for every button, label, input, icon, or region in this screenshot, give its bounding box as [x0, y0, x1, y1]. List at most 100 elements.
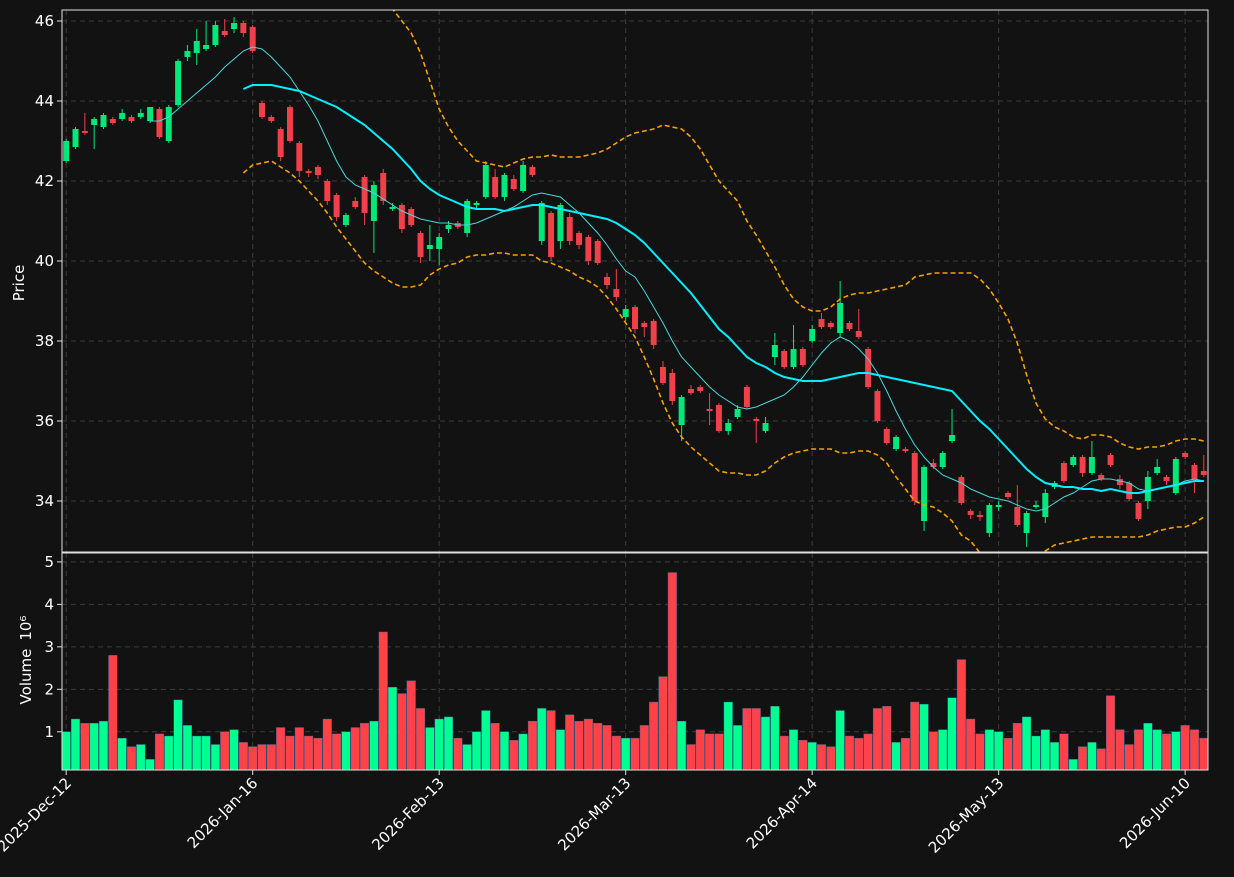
candle-body: [1005, 493, 1011, 497]
candle-body: [1070, 457, 1077, 465]
volume-bar: [490, 723, 500, 771]
candle-body: [445, 225, 452, 229]
candle-body: [566, 217, 573, 241]
volume-bar: [1068, 759, 1078, 771]
candle-body: [1163, 477, 1170, 481]
volume-bar: [910, 701, 920, 771]
candle-body: [175, 61, 182, 105]
volume-bar: [99, 720, 108, 771]
volume-bar: [462, 744, 472, 771]
candle-body: [865, 349, 872, 387]
volume-bar: [1124, 744, 1134, 771]
volume-bar: [630, 737, 640, 771]
candle-body: [156, 109, 163, 137]
volume-bar: [322, 718, 332, 771]
volume-bar: [444, 716, 453, 771]
y-tick-label: 38: [35, 332, 54, 350]
candle-body: [613, 289, 620, 297]
volume-bar: [705, 733, 715, 771]
volume-bar: [518, 733, 528, 771]
candle-body: [426, 245, 433, 249]
price-marks: [63, 10, 1207, 552]
candle-body: [1098, 475, 1105, 479]
candle-body: [576, 233, 583, 245]
volume-bar: [1199, 737, 1209, 771]
volume-bar: [257, 744, 267, 771]
volume-bar: [639, 725, 649, 771]
candle-body: [1200, 471, 1207, 475]
price-frame: [61, 9, 1209, 553]
volume-bar: [742, 708, 752, 771]
volume-bar: [1152, 729, 1162, 771]
volume-bar: [108, 655, 118, 771]
candle-body: [63, 141, 70, 161]
volume-bar: [611, 735, 621, 771]
candle-body: [436, 237, 443, 249]
candle-body: [669, 373, 676, 401]
candle-body: [902, 449, 909, 451]
y2-tick-label: 3: [44, 638, 54, 656]
candle-body: [417, 233, 424, 257]
candle-body: [893, 437, 900, 449]
volume-bar: [1078, 746, 1088, 771]
volume-bar: [509, 740, 519, 771]
candle-body: [855, 331, 862, 337]
volume-bar: [882, 706, 892, 771]
volume-bar: [593, 723, 603, 771]
volume-bar: [984, 729, 994, 771]
candle-body: [81, 131, 88, 133]
volume-bar: [397, 693, 407, 771]
candle-body: [305, 171, 312, 173]
volume-bar: [126, 746, 136, 771]
volume-bar: [1134, 729, 1144, 771]
volume-bar: [854, 737, 864, 771]
volume-bar: [1106, 695, 1116, 771]
candle-body: [604, 277, 611, 285]
volume-frame: [61, 552, 1209, 771]
y2-tick-label: 1: [44, 723, 54, 741]
volume-bar: [201, 735, 211, 771]
volume-bar: [1162, 733, 1171, 771]
candle-body: [1144, 477, 1151, 501]
volume-bar: [1180, 725, 1190, 771]
volume-bar: [1087, 742, 1097, 771]
volume-bar: [928, 731, 938, 771]
candle-body: [1060, 463, 1067, 481]
candle-body: [1032, 505, 1039, 507]
volume-bar: [947, 697, 957, 771]
volume-bar: [192, 735, 202, 771]
volume-bar: [164, 735, 174, 771]
candle-body: [1088, 457, 1095, 473]
candle-body: [221, 31, 228, 35]
volume-bar: [583, 718, 593, 771]
volume-bar: [761, 716, 771, 771]
volume-bar: [471, 731, 481, 771]
candle-body: [659, 367, 666, 383]
candle-body: [529, 167, 536, 175]
candle-body: [641, 323, 648, 327]
candle-body: [557, 205, 564, 241]
candle-body: [203, 45, 210, 49]
overlay-line: [150, 46, 1204, 512]
volume-bar: [1059, 733, 1069, 771]
candle-body: [771, 345, 778, 357]
volume-bar: [117, 737, 127, 771]
y-tick-label: 40: [35, 252, 54, 270]
candle-body: [1107, 455, 1114, 465]
candle-body: [548, 213, 555, 257]
volume-bar: [434, 718, 444, 771]
candle-body: [734, 409, 741, 417]
volume-bar: [770, 706, 780, 771]
candle-body: [165, 107, 172, 141]
volume-bar: [835, 710, 845, 771]
volume-bar: [229, 729, 239, 771]
candle-body: [72, 129, 79, 147]
volume-bar: [341, 731, 351, 771]
volume-bar: [966, 718, 976, 771]
volume-bar: [1003, 737, 1013, 771]
volume-unit: 10⁶: [17, 616, 35, 641]
volume-bar: [658, 676, 668, 771]
candle-body: [1126, 483, 1133, 499]
volume-bar: [956, 659, 966, 771]
volume-bar: [388, 686, 398, 771]
